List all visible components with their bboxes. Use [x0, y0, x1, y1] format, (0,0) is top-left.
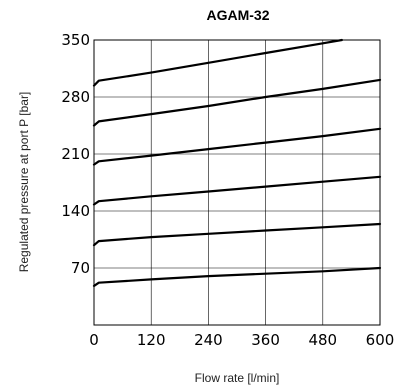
- curves: [92, 38, 382, 287]
- pressure-curve-3: [92, 175, 382, 206]
- pressure-curve-1: [92, 266, 382, 287]
- pressure-curve-4: [92, 127, 382, 166]
- pressure-curve-6: [92, 38, 343, 87]
- x-tick-label: 360: [251, 331, 280, 349]
- x-tick-label: 120: [137, 331, 166, 349]
- pressure-curve-2: [92, 222, 382, 247]
- x-tick-label: 0: [89, 331, 99, 349]
- x-tick-label: 480: [308, 331, 337, 349]
- y-tick-label: 210: [61, 145, 90, 163]
- x-tick-label: 240: [194, 331, 223, 349]
- plot-frame: [93, 39, 381, 326]
- y-tick-label: 280: [61, 88, 90, 106]
- chart-title: AGAM-32: [206, 7, 269, 23]
- x-axis-label: Flow rate [l/min]: [195, 371, 280, 385]
- grid: [94, 40, 380, 325]
- y-tick-label: 70: [71, 259, 90, 277]
- y-tick-label: 350: [61, 31, 90, 49]
- y-tick-label: 140: [61, 202, 90, 220]
- x-tick-label: 600: [366, 331, 395, 349]
- y-axis-label: Regulated pressure at port P [bar]: [17, 92, 31, 273]
- tick-labels: 0 120 240 360 480 600 70 140 210 280 350: [61, 31, 394, 349]
- pressure-curve-5: [92, 78, 382, 127]
